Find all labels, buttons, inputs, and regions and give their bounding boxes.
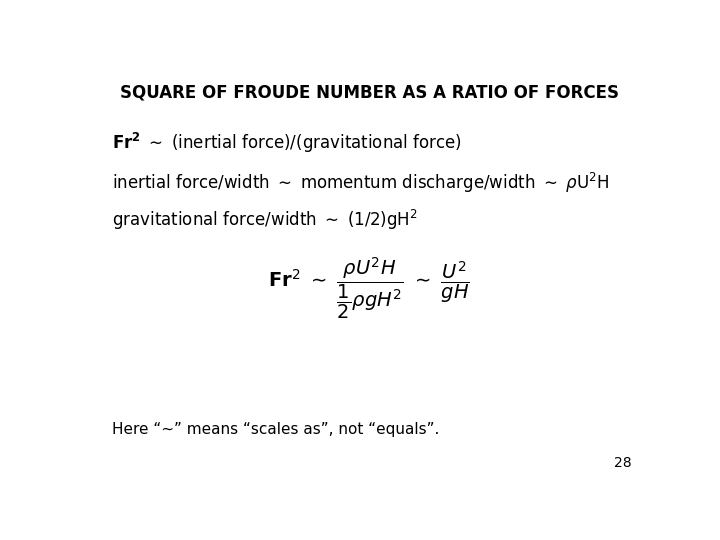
Text: $\mathbf{Fr}^{\mathbf{2}}$ $\sim$ (inertial force)/(gravitational force): $\mathbf{Fr}^{\mathbf{2}}$ $\sim$ (inert… [112,131,462,156]
Text: SQUARE OF FROUDE NUMBER AS A RATIO OF FORCES: SQUARE OF FROUDE NUMBER AS A RATIO OF FO… [120,84,618,102]
Text: $\mathbf{Fr}^2 \ \sim \ \dfrac{\rho U^2 H}{\dfrac{1}{2}\rho g H^2} \ \sim \ \dfr: $\mathbf{Fr}^2 \ \sim \ \dfrac{\rho U^2 … [268,256,470,322]
Text: 28: 28 [613,456,631,470]
Text: inertial force/width $\sim$ momentum discharge/width $\sim$ $\rho$U$^2$H: inertial force/width $\sim$ momentum dis… [112,171,610,195]
Text: gravitational force/width $\sim$ (1/2)gH$^2$: gravitational force/width $\sim$ (1/2)gH… [112,208,418,232]
Text: Here “~” means “scales as”, not “equals”.: Here “~” means “scales as”, not “equals”… [112,422,440,437]
